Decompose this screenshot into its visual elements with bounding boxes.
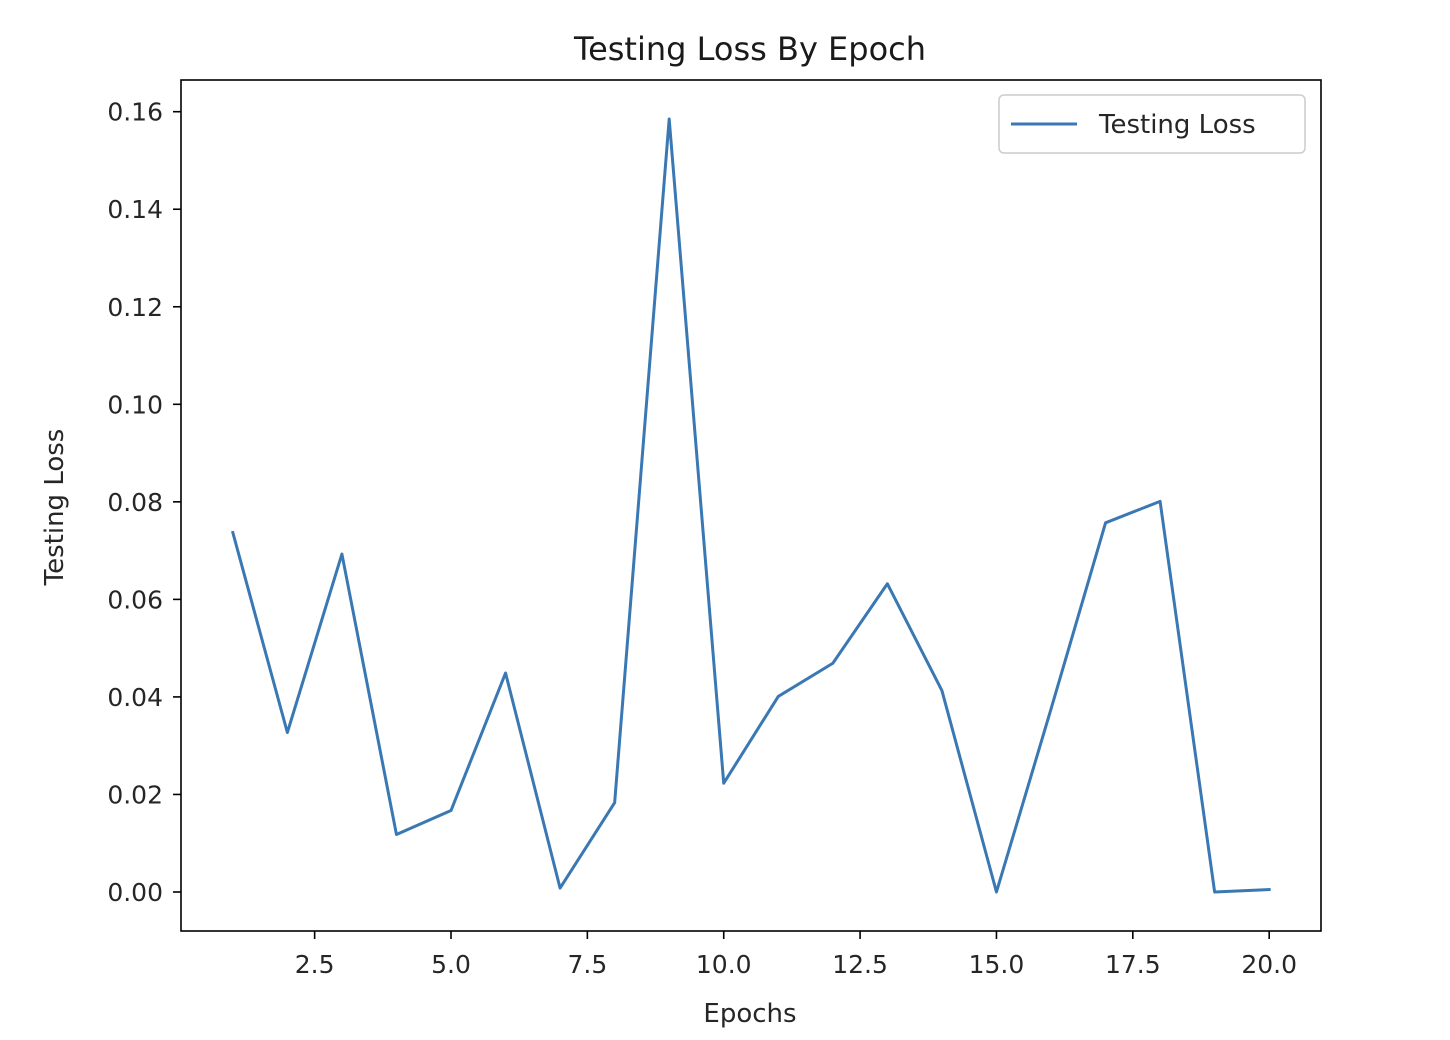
x-axis: 2.5 5.0 7.5 10.0 12.5 15.0 17.5 20.0 <box>295 931 1297 979</box>
x-tick-label: 15.0 <box>969 950 1025 979</box>
x-tick-label: 17.5 <box>1105 950 1161 979</box>
legend-box <box>998 94 1306 154</box>
legend-label: Testing Loss <box>1098 110 1256 140</box>
y-tick-label: 0.12 <box>107 293 163 322</box>
y-tick-label: 0.06 <box>107 585 163 614</box>
y-tick-label: 0.00 <box>107 878 163 907</box>
x-tick-label: 2.5 <box>295 950 335 979</box>
x-axis-title: Epochs <box>703 999 796 1029</box>
legend: Testing Loss <box>998 94 1306 154</box>
y-tick-label: 0.10 <box>107 390 163 419</box>
y-axis-title: Testing Loss <box>40 429 70 587</box>
series-line-testing-loss <box>230 117 1271 894</box>
y-tick-label: 0.14 <box>107 195 163 224</box>
plot-frame <box>180 79 1322 932</box>
chart-title: Testing Loss By Epoch <box>573 30 926 68</box>
y-tick-label: 0.08 <box>107 488 163 517</box>
y-tick-label: 0.16 <box>107 98 163 127</box>
x-tick-label: 7.5 <box>567 950 607 979</box>
y-tick-label: 0.04 <box>107 683 163 712</box>
y-tick-label: 0.02 <box>107 780 163 809</box>
x-tick-label: 12.5 <box>832 950 888 979</box>
series-layer <box>230 117 1271 894</box>
x-tick-label: 5.0 <box>431 950 471 979</box>
y-axis: 0.00 0.02 0.04 0.06 0.08 0.10 0.12 0.14 0.16 <box>107 98 181 907</box>
x-tick-label: 20.0 <box>1241 950 1297 979</box>
x-tick-label: 10.0 <box>696 950 752 979</box>
